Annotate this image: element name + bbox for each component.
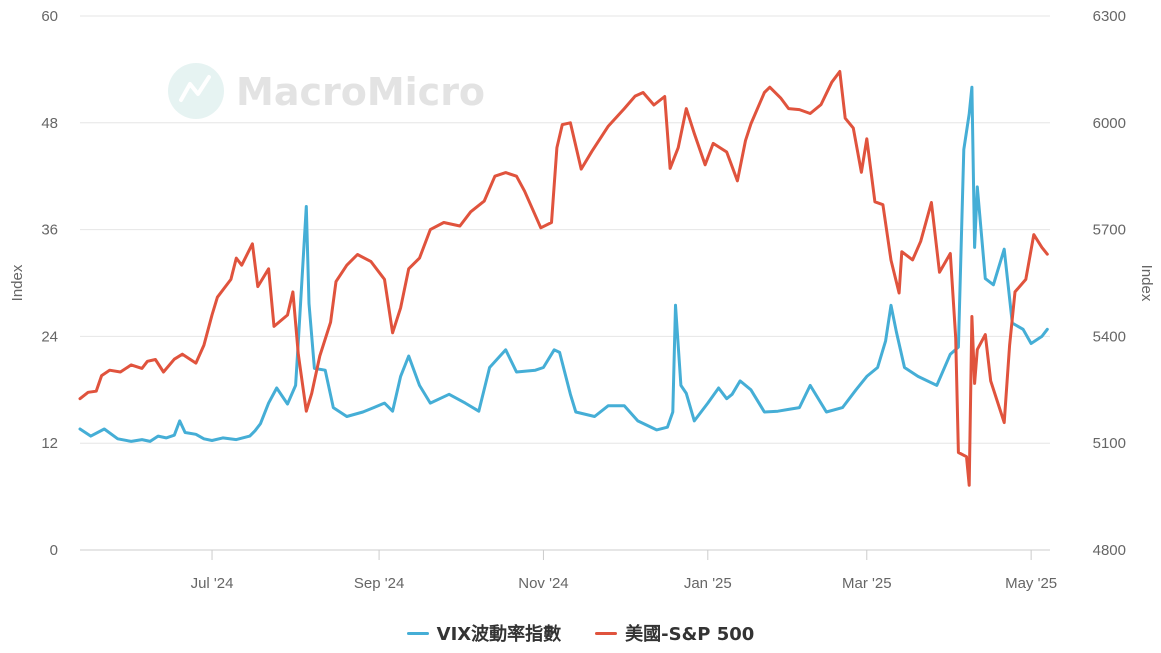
left-axis: 0 12 24 36 48 60 xyxy=(41,8,58,559)
grid-lines xyxy=(80,15,1050,551)
right-tick-label: 4800 xyxy=(1093,542,1126,559)
left-tick-label: 0 xyxy=(50,542,58,559)
legend-label-vix: VIX波動率指數 xyxy=(436,624,562,645)
left-tick-label: 60 xyxy=(41,8,58,25)
legend: VIX波動率指數 美國-S&P 500 xyxy=(0,620,1161,646)
x-tick-label: May '25 xyxy=(1005,575,1057,592)
right-tick-label: 5100 xyxy=(1093,435,1126,452)
x-tick-label: Mar '25 xyxy=(842,575,892,592)
legend-label-sp500: 美國-S&P 500 xyxy=(625,624,755,645)
legend-swatch-vix xyxy=(406,631,429,635)
legend-item-sp500[interactable]: 美國-S&P 500 xyxy=(595,620,754,646)
left-tick-label: 48 xyxy=(41,115,58,132)
right-axis: 4800 5100 5400 5700 6000 6300 xyxy=(1093,8,1126,559)
x-tick-label: Jul '24 xyxy=(191,575,234,592)
x-tick-label: Nov '24 xyxy=(518,575,568,592)
left-tick-label: 24 xyxy=(41,328,58,345)
legend-item-vix[interactable]: VIX波動率指數 xyxy=(406,620,562,646)
right-tick-label: 5400 xyxy=(1093,328,1126,345)
series-lines xyxy=(78,70,1049,487)
watermark: MacroMicro xyxy=(168,63,485,119)
x-tick-label: Sep '24 xyxy=(354,575,404,592)
right-tick-label: 5700 xyxy=(1093,222,1126,239)
chart-canvas: MacroMicro 0 12 24 36 48 60 4800 5100 5400 5700 6… xyxy=(9,8,1155,592)
series-line-sp500 xyxy=(78,70,1049,487)
watermark-text: MacroMicro xyxy=(236,70,485,114)
series-line-vix xyxy=(78,85,1049,443)
watermark-logo-mark xyxy=(179,75,211,102)
left-tick-label: 12 xyxy=(41,435,58,452)
left-axis-title: Index xyxy=(9,264,26,301)
x-axis: Jul '24 Sep '24 Nov '24 Jan '25 Mar '25 May '… xyxy=(191,550,1057,592)
right-tick-label: 6000 xyxy=(1093,115,1126,132)
legend-swatch-sp500 xyxy=(595,631,618,635)
x-tick-label: Jan '25 xyxy=(684,575,732,592)
right-axis-title: Index xyxy=(1138,265,1155,302)
left-tick-label: 36 xyxy=(41,222,58,239)
right-tick-label: 6300 xyxy=(1093,8,1126,25)
